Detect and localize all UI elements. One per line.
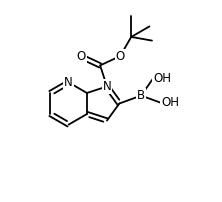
Text: B: B (137, 89, 145, 102)
Text: O: O (115, 49, 125, 63)
Text: N: N (103, 80, 111, 93)
Text: N: N (64, 76, 73, 89)
Text: OH: OH (153, 72, 171, 85)
Text: O: O (76, 50, 86, 63)
Text: OH: OH (161, 96, 179, 109)
